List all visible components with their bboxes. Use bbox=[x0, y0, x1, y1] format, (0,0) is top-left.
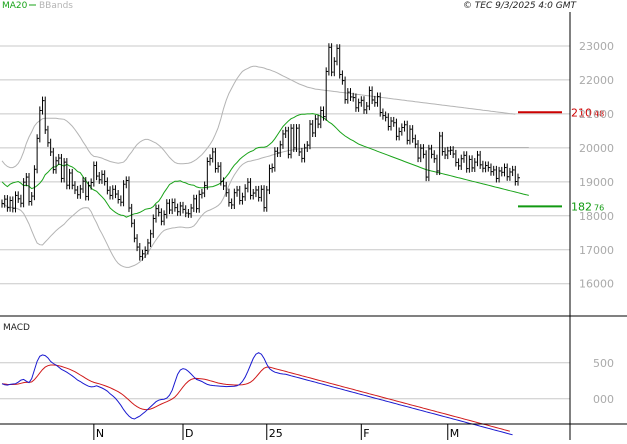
axis-labels: 16000 17000 18000 19000 20000 21000 22000 23000… bbox=[96, 40, 614, 440]
x-tick-label: M bbox=[450, 427, 460, 440]
x-tick-label: N bbox=[96, 427, 104, 440]
macd-lines bbox=[1, 352, 513, 436]
x-tick-label: 25 bbox=[269, 427, 283, 440]
y-tick-label: 22000 bbox=[579, 74, 614, 87]
support-label: 182 bbox=[571, 200, 592, 213]
macd-tick-label: 500 bbox=[593, 357, 614, 370]
y-tick-label: 16000 bbox=[579, 278, 614, 291]
macd-line bbox=[1, 352, 513, 436]
y-tick-label: 20000 bbox=[579, 142, 614, 155]
bbands-legend: BBands bbox=[39, 1, 73, 11]
macd-title: MACD bbox=[3, 323, 30, 333]
ma20-line bbox=[1, 113, 529, 218]
resistance-label: 210 bbox=[571, 106, 592, 119]
bband-upper-line bbox=[1, 65, 516, 169]
macd-tick-label: 000 bbox=[593, 393, 614, 406]
x-tick-label: D bbox=[185, 427, 193, 440]
axes bbox=[0, 12, 627, 440]
price-bars bbox=[1, 43, 520, 261]
copyright-text: © TEC 9/3/2025 4:0 GMT bbox=[463, 1, 578, 11]
grid-lines bbox=[0, 45, 570, 400]
y-tick-label: 21000 bbox=[579, 108, 614, 121]
y-tick-label: 19000 bbox=[579, 176, 614, 189]
x-tick-label: F bbox=[363, 427, 369, 440]
bband-lower-line bbox=[1, 147, 529, 268]
macd-signal-line bbox=[1, 364, 511, 432]
price-levels: 210 48 182 76 bbox=[518, 106, 604, 213]
ma20-line-group bbox=[1, 113, 529, 218]
support-label-small: 76 bbox=[594, 203, 604, 212]
bbands-lines bbox=[1, 65, 529, 268]
resistance-label-small: 48 bbox=[594, 109, 604, 118]
y-tick-label: 23000 bbox=[579, 40, 614, 53]
y-tick-label: 17000 bbox=[579, 244, 614, 257]
ma20-legend: MA20 bbox=[2, 1, 28, 11]
y-tick-label: 18000 bbox=[579, 210, 614, 223]
